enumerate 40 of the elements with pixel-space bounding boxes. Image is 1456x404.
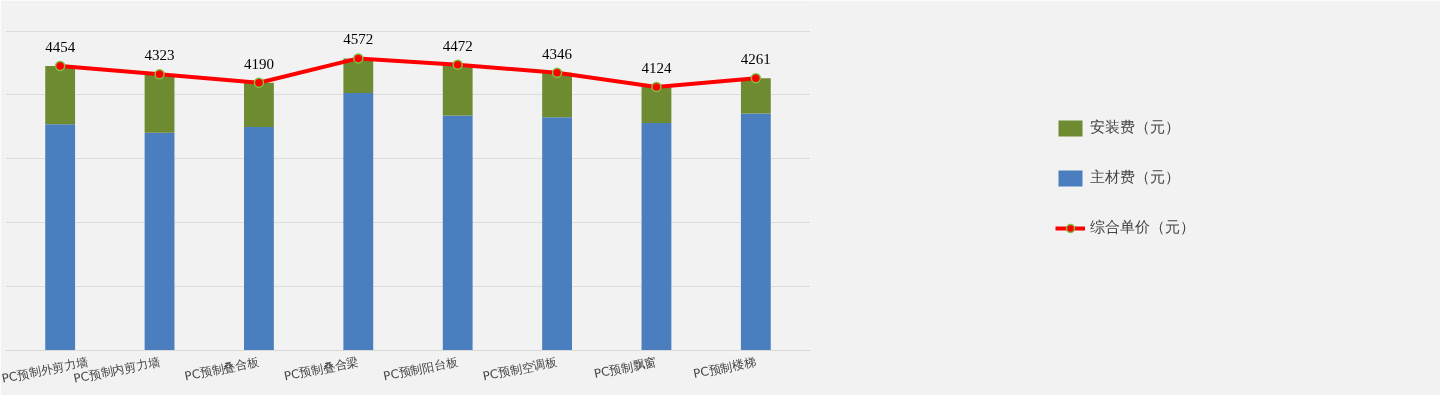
bar <box>542 72 572 118</box>
data-label: 4261 <box>740 51 771 68</box>
bar <box>45 65 76 125</box>
point <box>154 69 165 80</box>
bar <box>542 117 572 351</box>
legend-label: 主材费（元） <box>1090 168 1180 187</box>
data-label: 4124 <box>641 60 672 77</box>
data-label: 4572 <box>343 31 374 48</box>
point <box>651 81 662 93</box>
bar <box>144 74 175 133</box>
point <box>750 73 762 84</box>
point <box>54 60 66 72</box>
bar <box>343 93 374 351</box>
bar <box>641 87 672 124</box>
point <box>353 53 364 64</box>
x-tick-label: PC预制叠合板 <box>183 354 261 384</box>
bar <box>144 132 175 351</box>
bar <box>442 115 473 351</box>
legend-label: 安装费（元） <box>1090 118 1180 137</box>
data-label: 4454 <box>45 38 76 55</box>
data-label: 4190 <box>243 55 274 72</box>
bar <box>244 82 274 127</box>
data-label: 4472 <box>442 37 473 54</box>
bar <box>45 124 76 351</box>
legend-label: 综合单价（元） <box>1090 218 1195 237</box>
data-label: 4323 <box>144 47 175 64</box>
x-tick-label: PC预制叠合梁 <box>282 354 360 384</box>
bar <box>740 78 771 114</box>
point <box>253 77 265 89</box>
point <box>551 67 563 79</box>
x-tick-label: PC预制楼梯 <box>692 354 758 381</box>
x-tick-label: PC预制飘窗 <box>592 354 658 381</box>
x-tick-label: PC预制阳台板 <box>382 354 460 384</box>
bar <box>244 126 274 351</box>
bar <box>740 113 771 351</box>
bar <box>442 64 473 116</box>
x-tick-label: PC预制空调板 <box>481 354 559 384</box>
data-label: 4346 <box>542 45 573 62</box>
point <box>452 59 463 71</box>
bar <box>641 123 672 351</box>
